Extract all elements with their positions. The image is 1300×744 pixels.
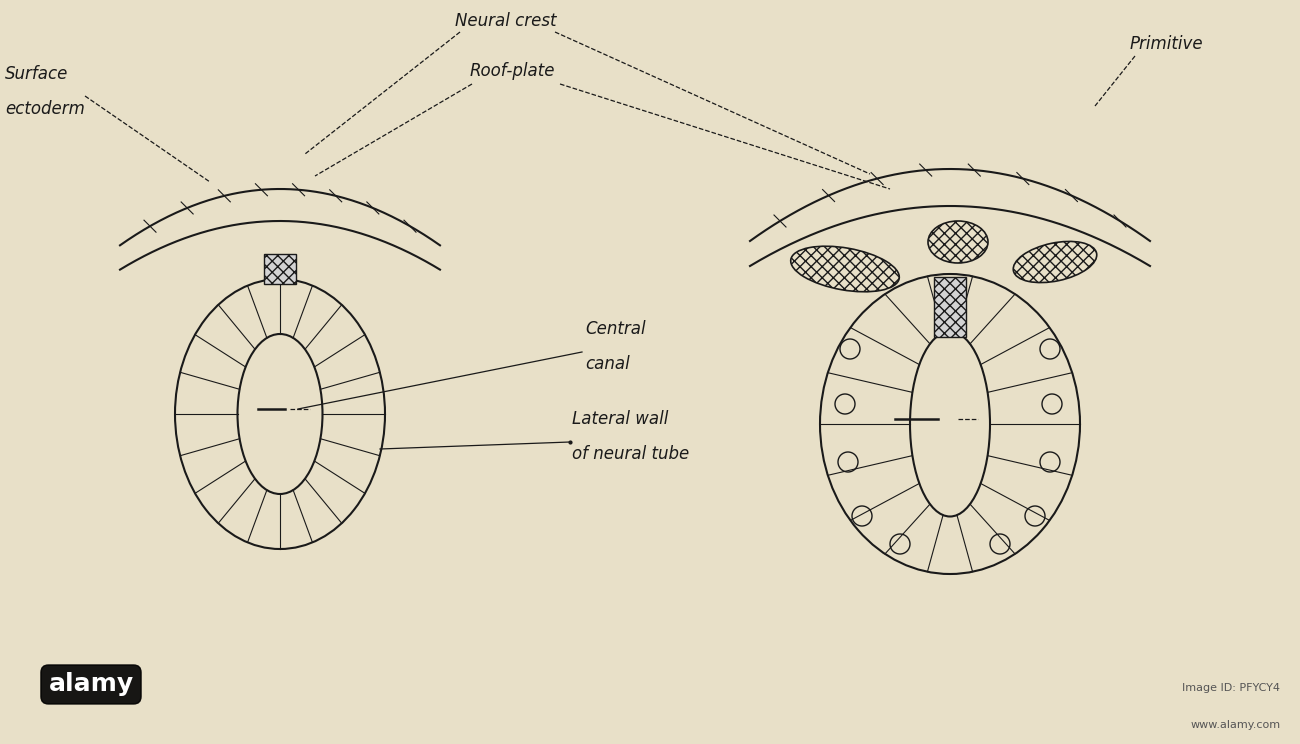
Text: canal: canal <box>585 355 629 373</box>
Text: Image ID: PFYCY4: Image ID: PFYCY4 <box>1183 683 1280 693</box>
Text: www.alamy.com: www.alamy.com <box>1191 720 1280 731</box>
FancyBboxPatch shape <box>933 277 966 336</box>
Text: Primitive: Primitive <box>1130 35 1204 53</box>
Ellipse shape <box>238 334 322 494</box>
Text: Lateral wall: Lateral wall <box>572 410 668 428</box>
Text: Surface: Surface <box>5 65 69 83</box>
Text: Roof-plate: Roof-plate <box>471 62 555 80</box>
Ellipse shape <box>176 279 385 549</box>
Text: ectoderm: ectoderm <box>5 100 84 118</box>
Text: Central: Central <box>585 320 646 338</box>
Text: Neural crest: Neural crest <box>455 12 556 30</box>
Ellipse shape <box>910 332 991 516</box>
Ellipse shape <box>928 221 988 263</box>
FancyBboxPatch shape <box>264 254 296 284</box>
Ellipse shape <box>1013 241 1097 283</box>
Ellipse shape <box>820 274 1080 574</box>
Text: of neural tube: of neural tube <box>572 445 689 463</box>
Text: alamy: alamy <box>48 673 134 696</box>
Ellipse shape <box>790 246 900 292</box>
